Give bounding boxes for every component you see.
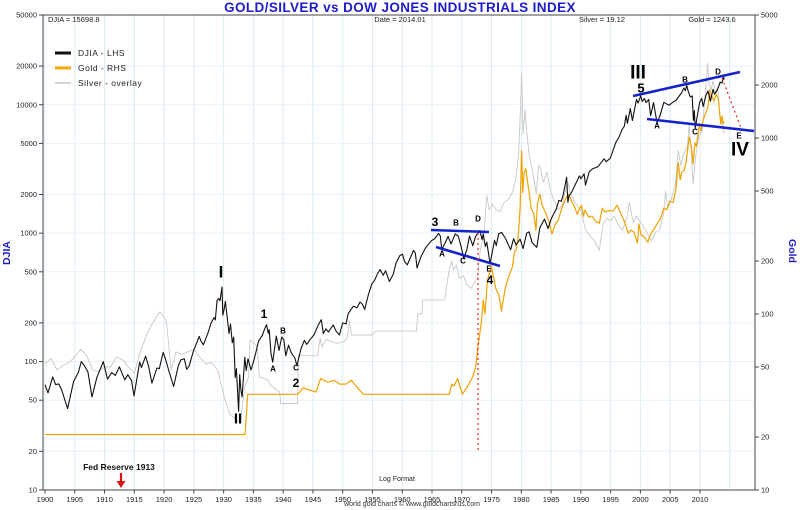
y-axis-left-tick-label: 200 bbox=[24, 318, 37, 327]
annotation-label: II bbox=[234, 411, 242, 428]
trendline bbox=[435, 245, 501, 268]
y-axis-right-tick-label: 10 bbox=[761, 486, 769, 495]
silver-series-line bbox=[44, 63, 725, 424]
annotation-label: A bbox=[654, 122, 660, 131]
y-axis-left-tick-label: 50 bbox=[29, 396, 37, 405]
x-axis-year-label: 2010 bbox=[692, 495, 709, 504]
gold-series-line bbox=[45, 88, 725, 436]
annotation-label: 2 bbox=[293, 376, 300, 390]
x-axis-year-label: 1995 bbox=[602, 495, 619, 504]
annotation-label: 5 bbox=[637, 81, 644, 96]
x-axis-year-label: 1935 bbox=[245, 495, 262, 504]
right-axis-title: Gold bbox=[786, 239, 798, 263]
annotation-label: 1 bbox=[261, 307, 268, 321]
annotation-label: B bbox=[453, 219, 459, 228]
legend: DJIA - LHS Gold - RHS Silver - overlay bbox=[55, 48, 142, 88]
annotation-label: B bbox=[682, 76, 688, 85]
x-axis-year-label: 1970 bbox=[453, 495, 470, 504]
y-axis-right-tick-label: 5000 bbox=[761, 11, 778, 20]
trendline bbox=[632, 70, 741, 98]
y-axis-left-tick-label: 500 bbox=[24, 267, 37, 276]
x-axis-year-label: 1975 bbox=[483, 495, 500, 504]
y-axis-left-tick-label: 20000 bbox=[16, 62, 37, 71]
x-axis-year-label: 1990 bbox=[573, 495, 590, 504]
header-djia-value: DJIA = 15698.8 bbox=[48, 15, 100, 24]
x-axis-year-label: 1900 bbox=[37, 495, 54, 504]
annotation-label: III bbox=[630, 63, 646, 84]
x-axis-year-label: 1945 bbox=[305, 495, 322, 504]
annotation-label: B bbox=[280, 327, 286, 336]
y-axis-right-tick-label: 100 bbox=[761, 310, 774, 319]
annotation-label: C bbox=[460, 257, 466, 266]
annotation-label: 4 bbox=[487, 273, 494, 287]
x-axis-year-label: 1980 bbox=[513, 495, 530, 504]
y-axis-right-tick-label: 2000 bbox=[761, 81, 778, 90]
log-format-label: Log Format bbox=[379, 476, 415, 483]
annotation-label: C bbox=[293, 364, 299, 373]
projection-dashed-line bbox=[721, 77, 742, 129]
y-axis-right-tick-label: 50 bbox=[761, 363, 769, 372]
annotation-label: 3 bbox=[432, 215, 439, 229]
y-axis-left-tick-label: 50000 bbox=[16, 11, 37, 20]
y-axis-left-tick-label: 5000 bbox=[20, 139, 37, 148]
y-axis-right-tick-label: 200 bbox=[761, 257, 774, 266]
trendline bbox=[646, 117, 755, 133]
header-gold-value: Gold = 1243.6 bbox=[688, 15, 735, 24]
annotation-label: A bbox=[270, 365, 276, 374]
legend-label-silver: Silver - overlay bbox=[78, 78, 142, 88]
header-silver-value: Silver = 19.12 bbox=[579, 15, 625, 24]
annotation-label: D bbox=[715, 68, 721, 77]
annotation-label: A bbox=[439, 250, 445, 259]
annotation-label: E bbox=[486, 265, 492, 274]
annotation-label: D bbox=[475, 215, 481, 224]
y-axis-left-tick-label: 1000 bbox=[20, 229, 37, 238]
annotation-label: I bbox=[219, 263, 224, 282]
annotation-label: IV bbox=[731, 140, 749, 161]
annotation-label: C bbox=[692, 128, 698, 137]
x-axis-year-label: 1965 bbox=[424, 495, 441, 504]
trendline bbox=[430, 228, 490, 234]
legend-label-djia: DJIA - LHS bbox=[78, 48, 125, 58]
x-axis-year-label: 2000 bbox=[632, 495, 649, 504]
header-date-value: Date = 2014.01 bbox=[374, 15, 426, 24]
y-axis-right-tick-label: 1000 bbox=[761, 134, 778, 143]
y-axis-left-tick-label: 10000 bbox=[16, 100, 37, 109]
x-axis-year-label: 1985 bbox=[543, 495, 560, 504]
annotation-label: E bbox=[736, 132, 742, 141]
y-axis-left-tick-label: 10 bbox=[29, 485, 37, 494]
fed-reserve-note: Fed Reserve 1913 bbox=[83, 462, 155, 472]
left-axis-title: DJIA bbox=[1, 241, 13, 265]
x-axis-year-label: 1910 bbox=[96, 495, 113, 504]
credit-line: world gold charts © www.goldchartsrus.co… bbox=[343, 500, 480, 508]
x-axis-year-label: 1940 bbox=[275, 495, 292, 504]
y-axis-left-tick-label: 100 bbox=[24, 357, 37, 366]
x-axis-year-label: 1930 bbox=[215, 495, 232, 504]
x-axis-year-label: 1955 bbox=[364, 495, 381, 504]
y-axis-right-tick-label: 20 bbox=[761, 433, 769, 442]
y-axis-left-tick-label: 2000 bbox=[20, 190, 37, 199]
chart-title: GOLD/SILVER vs DOW JONES INDUSTRIALS IND… bbox=[224, 0, 576, 15]
x-axis-year-label: 1915 bbox=[126, 495, 143, 504]
x-axis-year-label: 1920 bbox=[156, 495, 173, 504]
x-axis-year-label: 1950 bbox=[334, 495, 351, 504]
plot-frame bbox=[42, 14, 756, 491]
legend-label-gold: Gold - RHS bbox=[78, 63, 126, 73]
x-axis-year-label: 1925 bbox=[186, 495, 203, 504]
y-axis-right-tick-label: 500 bbox=[761, 187, 774, 196]
x-axis-year-label: 2005 bbox=[662, 495, 679, 504]
djia-series-line bbox=[44, 76, 725, 412]
x-axis-year-label: 1905 bbox=[66, 495, 83, 504]
fed-reserve-arrow-icon bbox=[116, 473, 126, 488]
y-axis-left-tick-label: 20 bbox=[29, 447, 37, 456]
x-axis-year-label: 1960 bbox=[394, 495, 411, 504]
